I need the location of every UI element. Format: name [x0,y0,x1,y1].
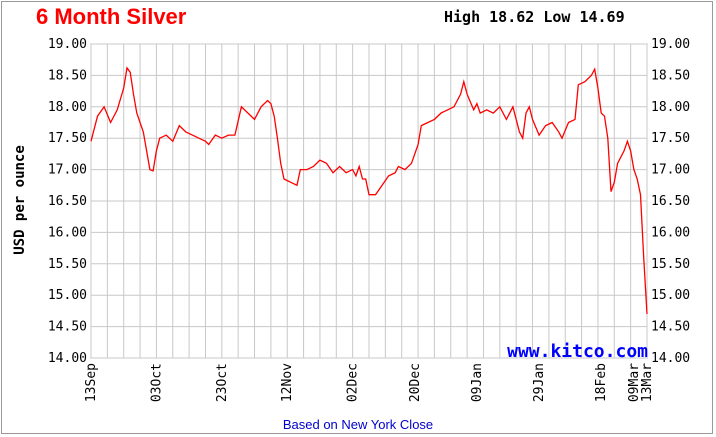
y-tick-label-right: 14.50 [651,320,690,335]
x-tick-label: 02Dec [346,363,361,402]
grid-lines [90,43,648,359]
y-tick-label-right: 17.00 [651,163,690,178]
y-tick-label-right: 19.00 [651,37,690,52]
y-tick-label-right: 17.50 [651,131,690,146]
y-tick-label-left: 18.50 [48,68,87,83]
y-tick-label-right: 16.00 [651,225,690,240]
y-tick-label-right: 15.50 [651,257,690,272]
low-value: 14.69 [579,8,625,26]
y-tick-label-left: 17.00 [48,163,87,178]
y-tick-label-right: 18.00 [651,100,690,115]
x-tick-label: 23Oct [215,363,230,402]
y-tick-label-right: 14.00 [651,351,690,366]
x-tick-label: 12Nov [280,363,295,402]
y-tick-label-left: 14.50 [48,320,87,335]
x-tick-label: 18Feb [594,363,609,402]
x-tick-label: 03Oct [149,363,164,402]
x-tick-label: 20Dec [408,363,423,402]
x-tick-labels: 13Sep 03Oct 23Oct 12Nov 02Dec 20Dec 09Jan 29Jan… [84,363,655,402]
y-tick-label-left: 15.50 [48,257,87,272]
x-tick-label: 09Mar [627,363,642,402]
y-tick-label-left: 14.00 [48,351,87,366]
based-on-note: Based on New York Close [283,417,433,432]
y-tick-labels-left: 14.00 14.50 15.00 15.50 16.00 16.50 17.00 17.50… [48,37,87,366]
silver-price-line [90,66,648,315]
high-label: High [444,8,481,26]
y-tick-label-left: 16.00 [48,225,87,240]
y-tick-label-right: 16.50 [651,194,690,209]
chart-title: 6 Month Silver [36,4,187,29]
x-tick-label: 13Sep [84,363,99,402]
x-tick-label: 29Jan [532,363,547,402]
y-tick-labels-right: 14.00 14.50 15.00 15.50 16.00 16.50 17.00 17.50… [651,37,690,366]
x-tick-label: 09Jan [470,363,485,402]
y-tick-label-right: 15.00 [651,288,690,303]
y-tick-label-right: 18.50 [651,68,690,83]
high-value: 18.62 [489,8,535,26]
y-axis-label: USD per ounce [12,145,28,255]
y-tick-label-left: 15.00 [48,288,87,303]
y-tick-label-left: 19.00 [48,37,87,52]
low-label: Low [543,8,571,26]
y-tick-label-left: 18.00 [48,100,87,115]
y-tick-label-left: 16.50 [48,194,87,209]
kitco-watermark: www.kitco.com [507,341,648,362]
x-tick-label: 13Mar [640,363,655,402]
y-tick-label-left: 17.50 [48,131,87,146]
high-low-readout: High 18.62 Low 14.69 [444,8,625,26]
